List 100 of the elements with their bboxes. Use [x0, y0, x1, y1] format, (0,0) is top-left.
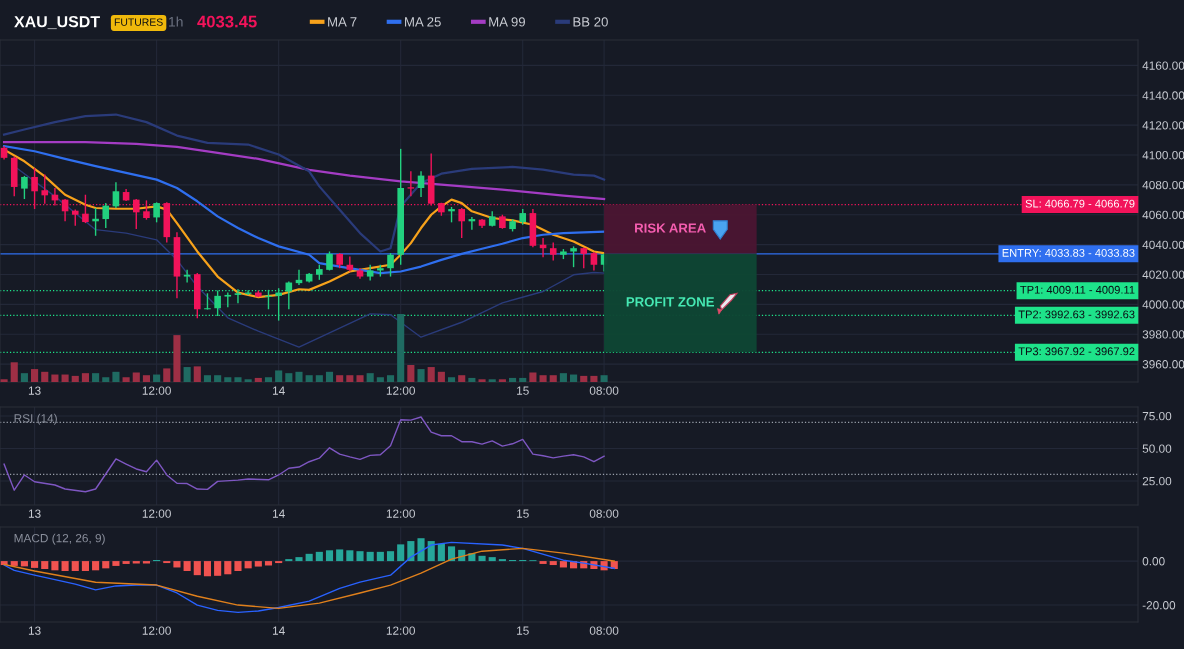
candlestick — [21, 175, 28, 200]
bar — [224, 561, 232, 575]
bar — [61, 374, 69, 382]
text: MACD (12, 26, 9) — [14, 533, 105, 545]
bar — [305, 375, 313, 382]
bar — [122, 561, 130, 564]
bar — [183, 561, 191, 571]
bar — [264, 561, 273, 566]
bar — [92, 561, 100, 571]
bar — [244, 379, 252, 382]
bar — [346, 550, 354, 562]
bar — [254, 561, 262, 567]
candlestick — [387, 252, 394, 278]
bar — [407, 365, 415, 382]
bar — [112, 561, 120, 566]
bar — [163, 368, 171, 382]
x-tick-label: 12:00 — [142, 386, 171, 395]
y-tick-label: 4100.00 — [1142, 151, 1184, 160]
bar — [397, 544, 405, 562]
bar — [254, 377, 262, 382]
bar — [559, 561, 567, 568]
bar — [346, 375, 354, 382]
candlestick — [275, 287, 282, 322]
bar — [549, 561, 557, 566]
bar — [61, 561, 69, 571]
y-tick-label: 4120.00 — [1142, 121, 1184, 130]
bar — [397, 314, 405, 382]
bar — [71, 561, 79, 571]
y-tick-label: 4060.00 — [1142, 210, 1184, 220]
bar — [285, 373, 293, 382]
bar — [590, 375, 598, 382]
bar — [437, 543, 445, 562]
bar — [234, 561, 242, 571]
bar — [81, 561, 89, 571]
x-tick-label: 12:00 — [386, 386, 415, 395]
band-label: RISK AREA — [635, 223, 706, 233]
bar — [295, 557, 303, 562]
bar — [336, 549, 344, 562]
bar — [193, 561, 201, 576]
ref-line-label: ENTRY: 4033.83 - 4033.83 — [1002, 248, 1135, 257]
bar — [244, 561, 252, 569]
x-tick-label: 12:00 — [386, 509, 415, 518]
bar — [0, 379, 8, 382]
bar — [173, 335, 181, 382]
text: 4033.45 — [197, 15, 257, 28]
bar — [315, 551, 323, 562]
bar — [407, 541, 415, 562]
x-tick-label: 08:00 — [589, 626, 619, 635]
x-tick-label: 13 — [28, 386, 41, 395]
ref-line-label: TP3: 3967.92 - 3967.92 — [1018, 347, 1135, 356]
candlestick — [153, 201, 160, 224]
bar — [20, 373, 28, 382]
bar — [132, 561, 140, 564]
y-tick-label: -20.00 — [1142, 601, 1176, 610]
ref-line-label: TP1: 4009.11 - 4009.11 — [1020, 285, 1135, 294]
legend-label: MA 7 — [328, 17, 357, 27]
bar — [102, 377, 110, 382]
bar — [295, 371, 303, 382]
bar — [71, 375, 79, 382]
bar — [600, 375, 608, 382]
y-tick-label: 3980.00 — [1142, 330, 1184, 339]
candlestick — [570, 245, 577, 268]
bar — [447, 377, 456, 382]
x-tick-label: 14 — [272, 386, 285, 395]
bar — [142, 375, 150, 382]
bar — [488, 379, 496, 382]
x-tick-label: 13 — [28, 509, 41, 518]
bar — [92, 373, 100, 382]
chart-title: XAU_USDT — [14, 15, 100, 30]
bar — [81, 373, 89, 382]
bar — [549, 375, 557, 382]
bar — [509, 377, 517, 382]
bar — [51, 561, 59, 571]
bar — [488, 557, 496, 562]
bar — [570, 374, 578, 382]
candlestick — [407, 170, 415, 198]
bar — [458, 375, 466, 382]
candlestick — [265, 289, 272, 310]
bar — [427, 541, 435, 562]
bar — [529, 372, 537, 382]
bar — [193, 366, 201, 382]
bar — [112, 371, 120, 382]
bar — [356, 551, 364, 562]
bar — [275, 370, 283, 382]
bar — [142, 561, 150, 564]
bar — [356, 375, 364, 382]
candlestick — [458, 207, 466, 239]
bar — [102, 561, 110, 569]
candlestick — [102, 202, 110, 229]
bar — [580, 375, 588, 382]
bar — [386, 551, 395, 562]
bar — [519, 377, 527, 382]
candlestick — [41, 173, 49, 205]
bar — [427, 367, 435, 382]
bar — [417, 369, 425, 382]
ref-line-label: TP2: 3992.63 - 3992.63 — [1018, 310, 1135, 319]
bar — [41, 561, 49, 569]
x-tick-label: 12:00 — [142, 509, 171, 518]
y-tick-label: 25.00 — [1142, 476, 1172, 486]
bar — [417, 538, 425, 562]
